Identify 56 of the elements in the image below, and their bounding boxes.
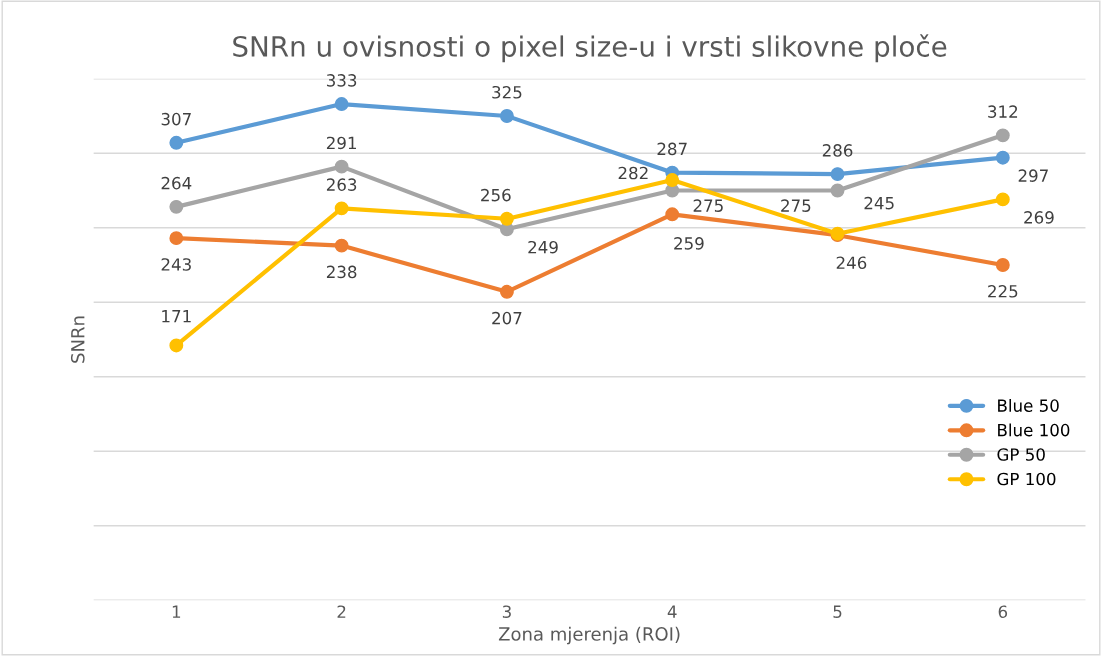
data-label: 325 [492,85,522,99]
point [169,135,184,150]
data-label: 243 [161,258,191,271]
data-label: 275 [781,199,811,212]
point [665,207,680,222]
data-label: 264 [161,176,192,190]
x-tick-label: 4 [667,605,677,618]
legend-label: GP 50 [997,448,1045,461]
data-label: 245 [864,196,894,210]
y-axis-title: SNRn [70,316,85,363]
point [334,238,349,253]
data-label: 207 [492,311,522,325]
point [169,338,184,353]
point [830,167,845,182]
data-label: 287 [657,142,687,156]
data-label: 259 [674,237,704,250]
point [995,258,1010,272]
data-label: 282 [618,166,648,180]
point [995,150,1010,165]
data-label: 256 [481,188,511,202]
legend-label: Blue 100 [998,423,1070,437]
x-tick-label: 3 [502,605,511,618]
data-label: 307 [161,112,191,126]
data-label: 171 [162,310,191,323]
data-label: 291 [326,136,356,150]
data-label: 263 [326,178,357,191]
point [169,231,184,246]
point [665,173,680,187]
point [334,97,349,111]
data-label: 297 [1018,169,1048,182]
data-label: 225 [988,284,1018,298]
legend-label: Blue 50 [998,399,1059,412]
x-tick-label: 6 [998,605,1008,618]
x-tick-label: 2 [337,605,346,618]
data-label: 249 [528,240,558,254]
data-label: 238 [326,265,357,279]
data-label: 269 [1024,211,1054,224]
data-label: 286 [822,144,853,157]
point [995,128,1010,143]
data-label: 275 [693,199,723,212]
point [499,284,514,299]
legend-label: GP 100 [997,472,1056,486]
point [169,199,184,214]
point [499,211,514,226]
point [334,201,349,216]
x-tick-label: 1 [172,605,181,618]
point [334,159,349,174]
data-label: 246 [836,256,867,270]
data-label: 333 [326,74,357,87]
x-axis-title: Zona mjerenja (ROI) [498,626,680,645]
point [830,183,845,198]
point [995,192,1010,207]
chart-title: SNRn u ovisnosti o pixel size-u i vrsti slikovne ploče [233,34,947,63]
point [499,109,514,123]
x-tick-label: 5 [833,605,842,618]
data-label: 312 [988,105,1018,118]
